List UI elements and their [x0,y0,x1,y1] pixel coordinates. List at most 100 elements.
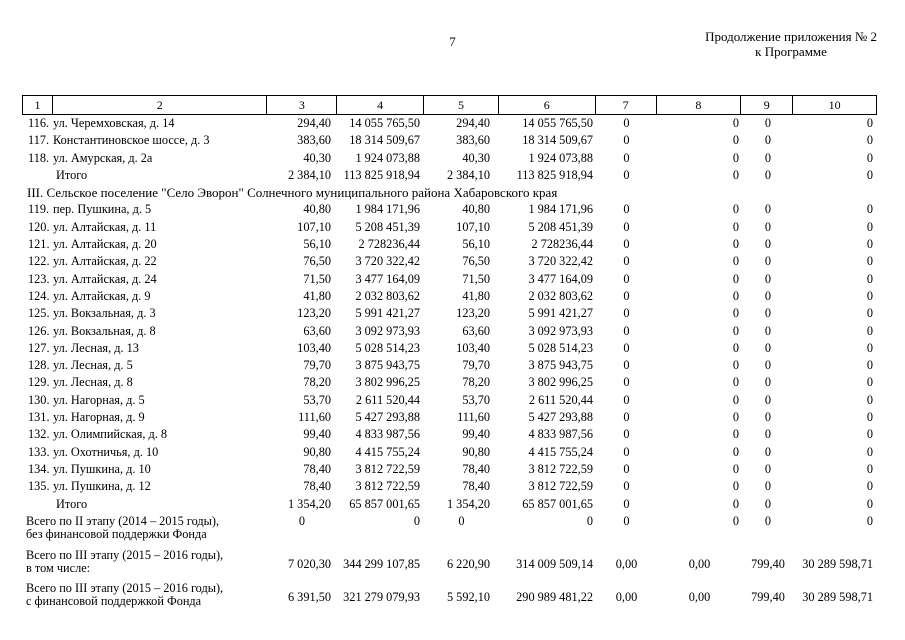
cell-col3: 103,40 [297,340,331,355]
cell-col10: 30 289 598,71 [802,556,873,571]
cell-col4: 113 825 918,94 [343,167,420,182]
cell-col7: 0 [623,410,630,425]
table-summary-row: Всего по III этапу (2015 – 2016 годы), в … [22,548,877,581]
cell-col9: 0 [764,271,772,286]
cell-col5: 107,10 [456,219,490,234]
cell-col8: 0 [732,461,739,476]
cell-col4: 2 611 520,44 [355,392,420,407]
table-row: 132. ул. Олимпийская, д. 8 99,40 4 833 987,… [22,426,877,443]
cell-col5: 1 354,20 [446,496,490,511]
cell-col3: 71,50 [303,271,331,286]
column-header: 3 [267,96,338,114]
table-row: 116. ул. Черемховская, д. 14 294,40 14 055 … [22,115,877,132]
summary-label-line-1: Всего по III этапу (2015 – 2016 годы), [26,547,224,562]
cell-col2: ул. Вокзальная, д. 8 [53,323,156,338]
cell-col8: 0 [732,306,739,321]
cell-col3: 107,10 [297,219,331,234]
cell-col10: 0 [866,306,873,321]
cell-col7: 0 [623,461,630,476]
cell-col7: 0 [623,340,630,355]
cell-col10: 30 289 598,71 [802,589,873,604]
continuation-line-1: Продолжение приложения № 2 [705,29,877,44]
cell-col2: ул. Лесная, д. 8 [53,375,133,390]
cell-col10: 0 [866,375,873,390]
cell-col8: 0 [732,202,739,217]
data-table: 1 2 3 4 5 6 7 8 9 10 116. ул. Черемховская, д. 14 2… [22,95,877,614]
cell-col5: 99,40 [462,427,490,442]
cell-col10: 0 [866,133,873,148]
cell-col6: 4 415 755,24 [528,444,593,459]
cell-col6: 0 [586,513,593,528]
table-row: 117. Константиновское шоссе, д. 3 383,60 18… [22,132,877,149]
cell-col9: 0 [764,410,772,425]
cell-col8: 0,00 [688,556,711,571]
cell-col9: 0 [764,288,772,303]
cell-col7: 0 [623,513,630,528]
cell-col1: 123. [28,271,50,286]
cell-col10: 0 [866,237,873,252]
cell-col6: 2 728236,44 [531,237,593,252]
cell-col9: 0 [764,237,772,252]
cell-col3: 56,10 [303,237,331,252]
cell-col2: ул. Алтайская, д. 22 [53,254,157,269]
cell-col5: 53,70 [462,392,490,407]
table-row: 128. ул. Лесная, д. 5 79,70 3 875 943,75 79,… [22,357,877,374]
cell-col4: 14 055 765,50 [349,116,420,130]
cell-col2: пер. Пушкина, д. 5 [53,202,152,217]
cell-col7: 0 [623,150,630,165]
cell-col3: 383,60 [297,133,331,148]
cell-col5: 79,70 [462,358,490,373]
cell-col10: 0 [866,444,873,459]
cell-col2: ул. Алтайская, д. 9 [53,288,151,303]
cell-col6: 3 092 973,93 [528,323,593,338]
cell-col4: 5 208 451,39 [355,219,420,234]
cell-col1: 119. [28,202,50,217]
cell-col7: 0 [623,271,630,286]
cell-col5: 111,60 [457,410,490,425]
cell-col3: 123,20 [297,306,331,321]
cell-col2: ул. Пушкина, д. 10 [53,461,151,476]
cell-col9: 0 [764,444,772,459]
cell-col10: 0 [866,254,873,269]
column-header: 6 [499,96,596,114]
cell-col5: 0 [458,513,465,528]
cell-col9: 0 [764,219,772,234]
cell-col8: 0 [732,392,739,407]
cell-col2: ул. Пушкина, д. 12 [53,479,151,494]
cell-col4: 3 092 973,93 [355,323,420,338]
cell-col1: 134. [28,461,50,476]
cell-col9: 0 [764,392,772,407]
cell-col7: 0 [623,202,630,217]
cell-col3: 7 020,30 [287,556,331,571]
cell-col8: 0 [732,358,739,373]
summary-label: Всего по II этапу (2014 – 2015 годы), без… [22,514,267,541]
cell-col8: 0 [732,288,739,303]
table-row: Итого 2 384,10 113 825 918,94 2 384,10 113 8… [22,167,877,184]
cell-col7: 0 [623,375,630,390]
table-row: 125. ул. Вокзальная, д. 3 123,20 5 991 421,… [22,305,877,322]
cell-col2: ул. Лесная, д. 13 [53,340,139,355]
cell-col9: 0 [764,167,772,182]
cell-col6: 3 812 722,59 [528,461,593,476]
cell-col7: 0,00 [615,589,638,604]
cell-col10: 0 [866,392,873,407]
cell-col4: 3 812 722,59 [355,479,420,494]
cell-col8: 0 [732,116,739,130]
cell-col3: 78,40 [303,479,331,494]
cell-col9: 0 [764,254,772,269]
cell-col5: 78,20 [462,375,490,390]
cell-col10: 0 [866,150,873,165]
cell-col10: 0 [866,358,873,373]
cell-col6: 3 812 722,59 [528,479,593,494]
cell-col8: 0 [732,444,739,459]
cell-col9: 0 [764,133,772,148]
cell-col5: 76,50 [462,254,490,269]
cell-col6: 113 825 918,94 [516,167,593,182]
cell-col6: 314 009 509,14 [516,556,593,571]
cell-col2: ул. Алтайская, д. 24 [53,271,157,286]
summary-label-line-2: без финансовой поддержки Фонда [26,526,207,541]
column-header: 2 [53,96,268,114]
cell-col4: 65 857 001,65 [349,496,420,511]
cell-col5: 123,20 [456,306,490,321]
summary-label-line-2: с финансовой поддержкой Фонда [26,593,202,608]
